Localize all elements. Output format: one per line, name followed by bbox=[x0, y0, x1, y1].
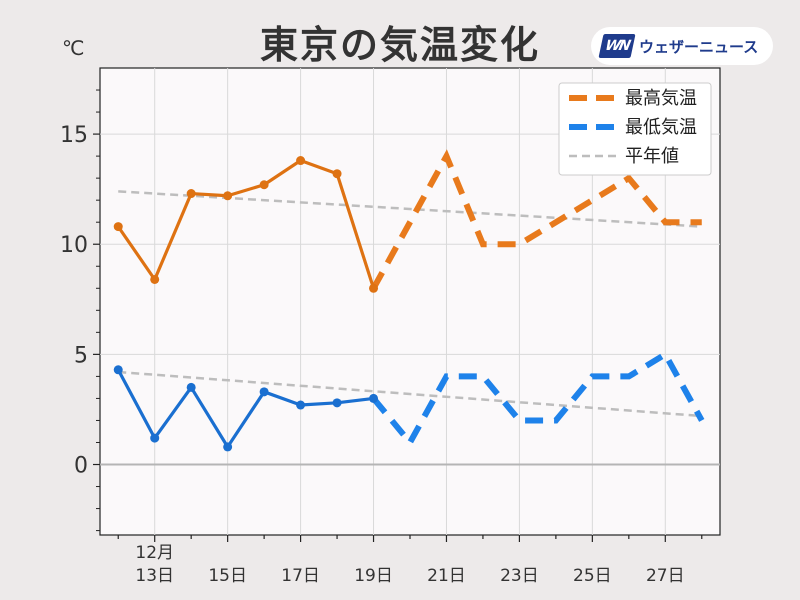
low-observed-line bbox=[116, 369, 374, 449]
low-forecast-line bbox=[371, 350, 705, 448]
low-observed-point bbox=[223, 442, 233, 452]
x-tick-label: 19日 bbox=[354, 566, 393, 586]
high-observed-point bbox=[186, 189, 196, 199]
y-tick-label: 0 bbox=[74, 454, 88, 479]
high-observed-line bbox=[116, 158, 376, 289]
x-tick-label: 27日 bbox=[646, 566, 685, 586]
high-forecast-line bbox=[370, 149, 702, 290]
legend-label: 最低気温 bbox=[625, 117, 697, 138]
y-tick-label: 5 bbox=[74, 343, 88, 368]
x-month-label: 12月 bbox=[135, 543, 174, 563]
x-tick-label: 23日 bbox=[500, 566, 539, 586]
low-observed-point bbox=[186, 382, 196, 392]
x-tick-label: 25日 bbox=[573, 566, 612, 586]
high-observed-point bbox=[369, 283, 379, 293]
normal-low-line bbox=[118, 370, 702, 418]
low-observed-point bbox=[332, 398, 342, 408]
x-tick-label: 17日 bbox=[281, 566, 320, 586]
low-observed-point bbox=[259, 387, 269, 397]
low-observed-point bbox=[369, 393, 379, 403]
weathernews-logo-text: ウェザーニュース bbox=[639, 37, 759, 56]
y-unit-label: ℃ bbox=[62, 36, 85, 60]
high-observed-point bbox=[150, 274, 160, 284]
x-tick-label: 15日 bbox=[208, 566, 247, 586]
y-tick-label: 10 bbox=[60, 233, 88, 258]
legend-label: 最高気温 bbox=[625, 88, 697, 109]
legend-label: 平年値 bbox=[625, 146, 679, 167]
x-tick-label: 13日 bbox=[135, 566, 174, 586]
chart-title: 東京の気温変化 bbox=[259, 23, 540, 67]
y-tick-label: 15 bbox=[60, 123, 88, 148]
high-observed-point bbox=[113, 222, 123, 232]
high-observed-point bbox=[296, 156, 306, 166]
low-observed-point bbox=[296, 400, 306, 410]
high-observed-point bbox=[332, 169, 342, 179]
high-observed-point bbox=[259, 180, 269, 190]
low-observed-point bbox=[113, 365, 123, 375]
normal-high-line bbox=[118, 190, 702, 228]
weathernews-logo: WN ウェザーニュース bbox=[591, 27, 773, 65]
x-tick-label: 21日 bbox=[427, 566, 466, 586]
high-observed-point bbox=[223, 191, 233, 201]
legend-box bbox=[558, 82, 712, 176]
low-observed-point bbox=[150, 433, 160, 443]
